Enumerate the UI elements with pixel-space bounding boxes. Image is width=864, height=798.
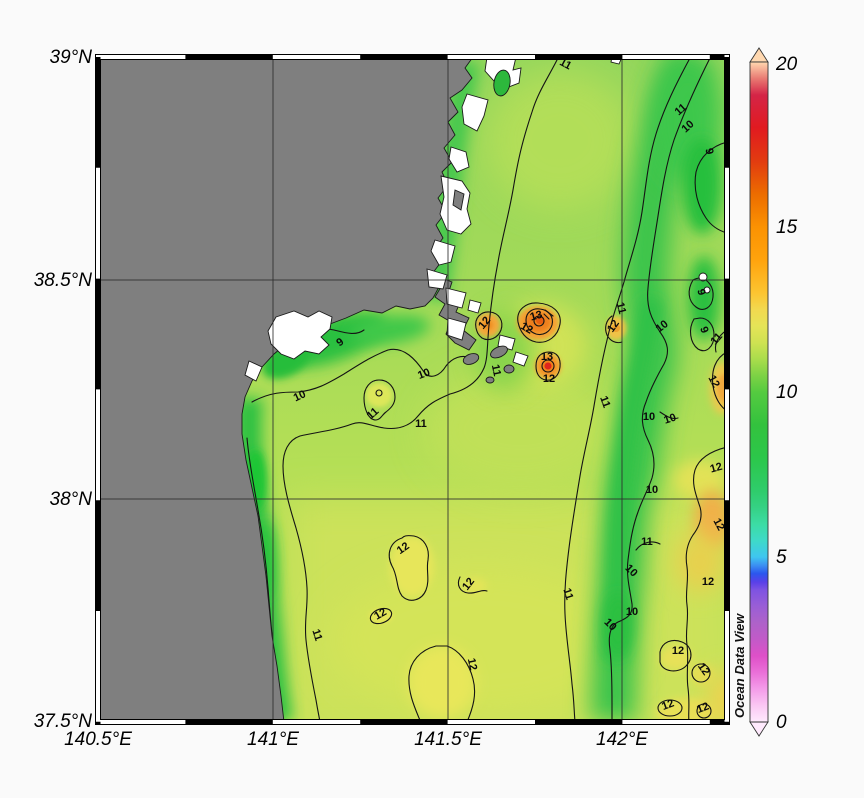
odv-watermark: Ocean Data View bbox=[732, 613, 747, 718]
y-tick-label: 38°N bbox=[50, 489, 93, 510]
colorbar-gradient bbox=[749, 61, 769, 723]
colorbar-tick-labels: 20 15 10 5 0 bbox=[775, 54, 798, 733]
colorbar-tick-label: 5 bbox=[776, 547, 787, 568]
contour-label: 10 bbox=[626, 606, 638, 618]
water-tints bbox=[290, 70, 727, 722]
colorbar-tick-label: 0 bbox=[776, 712, 787, 733]
colorbar-tick-label: 15 bbox=[776, 217, 798, 238]
land bbox=[98, 57, 477, 722]
contour-label: 11 bbox=[489, 363, 503, 377]
x-tick-label: 142°E bbox=[596, 729, 648, 750]
x-tick-label: 141°E bbox=[247, 729, 299, 750]
contour-label: 11 bbox=[415, 418, 427, 430]
contour-label: 12 bbox=[695, 700, 711, 715]
contour-label: 9 bbox=[694, 288, 707, 297]
contour-label: 9 bbox=[334, 336, 346, 349]
contour-label: 12 bbox=[660, 697, 676, 712]
y-axis-labels: 39°N 38.5°N 38°N 37.5°N bbox=[34, 47, 93, 732]
x-tick-label: 140.5°E bbox=[64, 729, 132, 750]
contour-label: 11 bbox=[614, 301, 629, 315]
graticule bbox=[98, 57, 727, 722]
contour-label: 12 bbox=[695, 661, 712, 678]
contour-label: 9 bbox=[697, 325, 710, 335]
contour-label: 12 bbox=[372, 606, 389, 623]
y-tick-label: 38.5°N bbox=[34, 270, 93, 291]
contour-label: 12 bbox=[395, 540, 412, 557]
contour-label: 12 bbox=[672, 645, 684, 657]
contour-label: 11 bbox=[641, 536, 653, 548]
contour-label: 11 bbox=[560, 587, 575, 602]
contour-label: 12 bbox=[710, 516, 726, 532]
x-tick-label: 141.5°E bbox=[414, 729, 482, 750]
contour-lines bbox=[246, 57, 727, 722]
islands bbox=[452, 69, 515, 384]
contour-label: 10 bbox=[416, 366, 432, 381]
colorbar-bottom-arrow bbox=[749, 721, 769, 737]
contour-label: 10 bbox=[643, 411, 655, 423]
warm-water-patches bbox=[366, 306, 727, 722]
contour-label: 10 bbox=[646, 484, 658, 496]
contour-label: 11 bbox=[557, 56, 573, 72]
x-axis-labels: 140.5°E 141°E 141.5°E 142°E bbox=[64, 729, 648, 750]
contour-label: 13 bbox=[541, 351, 553, 363]
y-tick-label: 39°N bbox=[50, 47, 93, 68]
contour-label: 12 bbox=[605, 318, 622, 335]
matsushima-patch bbox=[267, 310, 333, 360]
colorbar-tick-label: 20 bbox=[775, 54, 798, 75]
contour-labels: 1111109991011121112131213121291010111111… bbox=[292, 56, 727, 716]
contour-label: 11 bbox=[597, 394, 612, 409]
contour-label: 10 bbox=[662, 412, 677, 427]
colorbar-tick-label: 10 bbox=[776, 382, 798, 403]
colorbar-top-arrow bbox=[749, 47, 769, 63]
contour-label: 13 bbox=[529, 309, 544, 324]
contour-label: 12 bbox=[709, 461, 724, 476]
contour-label: 12 bbox=[465, 657, 479, 671]
contour-label: 12 bbox=[518, 320, 535, 337]
y-tick-label: 37.5°N bbox=[34, 711, 93, 732]
map-frame bbox=[95, 54, 730, 725]
contour-label: 10 bbox=[654, 318, 671, 335]
contour-label: 12 bbox=[705, 373, 721, 389]
contour-label: 9 bbox=[702, 147, 715, 155]
colorbar: 20 15 10 5 0 Ocean Data View bbox=[732, 47, 798, 737]
eddy-red-core bbox=[544, 362, 552, 370]
contour-label: 12 bbox=[460, 576, 477, 593]
contour-label: 12 bbox=[543, 373, 555, 385]
contour-label: 11 bbox=[309, 628, 324, 643]
contour-label: 12 bbox=[702, 576, 714, 588]
contour-label: 10 bbox=[292, 388, 308, 404]
